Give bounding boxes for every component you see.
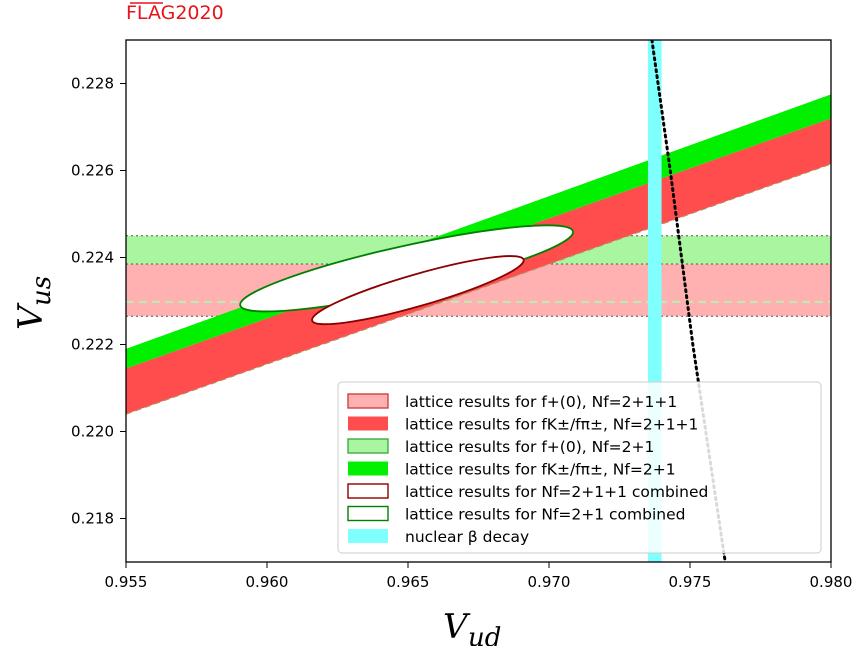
- legend-swatch-6: [348, 529, 388, 543]
- plot-frame: [125, 39, 832, 563]
- y-axis-label: V us: [11, 276, 57, 330]
- legend-swatch-5: [347, 505, 389, 522]
- legend-label-4: lattice results for Nf=2+1+1 combined: [405, 483, 708, 501]
- x-tick-label: 0.955: [105, 573, 148, 591]
- legend-swatch-0: [347, 393, 389, 409]
- legend-label-0: lattice results for f+(0), Nf=2+1+1: [405, 393, 677, 411]
- ellipse-nf-2p1p1: [311, 255, 525, 326]
- svg-text:V: V: [443, 607, 471, 646]
- y-tick-label: 0.226: [71, 162, 114, 180]
- legend-swatch-3: [348, 461, 388, 476]
- x-axis: 0.955 0.960 0.965 0.970 0.975 0.980: [105, 562, 853, 591]
- legend-label-1: lattice results for fK±/fπ±, Nf=2+1+1: [405, 416, 698, 434]
- x-tick-label: 0.980: [810, 573, 853, 591]
- x-axis-label: V ud: [443, 607, 501, 646]
- legend-label-2: lattice results for f+(0), Nf=2+1: [405, 438, 654, 456]
- legend-label-3: lattice results for fK±/fπ±, Nf=2+1: [405, 461, 676, 479]
- legend-swatch-4: [347, 483, 389, 499]
- y-axis: 0.218 0.220 0.222 0.224 0.226 0.228: [71, 75, 126, 528]
- x-tick-label: 0.970: [528, 573, 571, 591]
- y-tick-label: 0.220: [71, 423, 114, 441]
- svg-text:us: us: [27, 276, 57, 306]
- y-tick-label: 0.228: [71, 75, 114, 93]
- y-tick-label: 0.222: [71, 336, 114, 354]
- y-tick-label: 0.224: [71, 249, 114, 267]
- legend-swatch-1: [348, 416, 388, 431]
- x-tick-label: 0.975: [669, 573, 712, 591]
- legend-label-6: nuclear β decay: [405, 528, 529, 546]
- x-tick-label: 0.960: [246, 573, 289, 591]
- flag-brand-label: FLAG2020: [126, 2, 224, 24]
- legend: lattice results for f+(0), Nf=2+1+1 latti…: [337, 381, 822, 554]
- y-tick-label: 0.218: [71, 510, 114, 528]
- x-tick-label: 0.965: [387, 573, 430, 591]
- svg-text:V: V: [11, 302, 51, 330]
- legend-label-5: lattice results for Nf=2+1 combined: [405, 506, 685, 524]
- band-1-lower-edge: [126, 163, 831, 415]
- legend-swatch-2: [347, 438, 389, 454]
- svg-text:ud: ud: [468, 623, 501, 646]
- legend-box: [337, 381, 822, 554]
